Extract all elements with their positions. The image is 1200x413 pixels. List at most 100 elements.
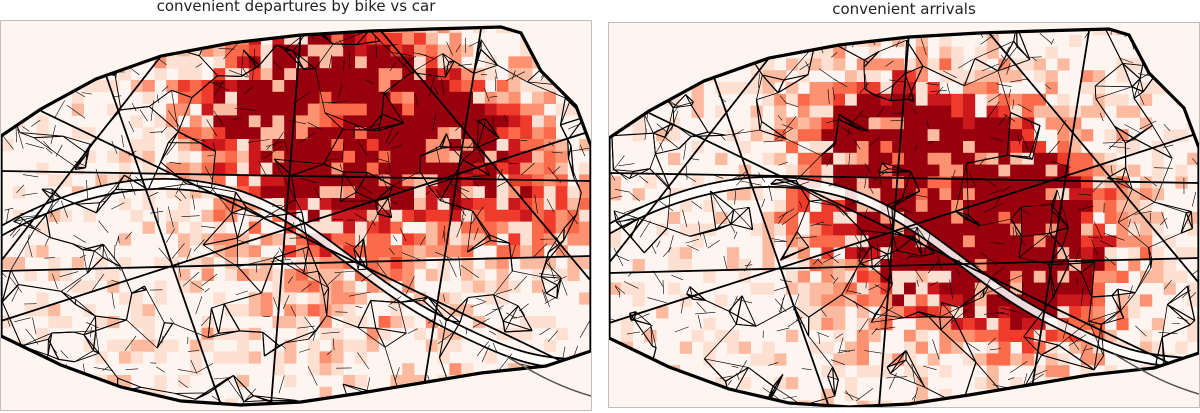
heat-cell bbox=[107, 32, 120, 45]
street bbox=[1102, 142, 1123, 144]
heat-cell bbox=[319, 221, 332, 234]
heat-cell bbox=[880, 58, 893, 71]
heat-cell bbox=[414, 103, 427, 116]
street bbox=[370, 300, 377, 329]
street bbox=[870, 313, 876, 323]
street bbox=[1195, 366, 1199, 382]
heat-cell bbox=[508, 209, 521, 222]
heat-cell bbox=[809, 129, 822, 142]
heat-cell bbox=[821, 318, 834, 331]
heat-cell bbox=[189, 280, 202, 293]
street bbox=[761, 198, 765, 208]
heat-cell bbox=[845, 176, 858, 189]
avenue bbox=[1, 170, 591, 182]
heat-cell bbox=[1022, 247, 1035, 260]
street bbox=[516, 374, 519, 382]
street bbox=[691, 74, 699, 77]
street bbox=[4, 207, 14, 211]
heat-cell bbox=[189, 363, 202, 376]
heat-cell bbox=[189, 80, 202, 93]
heat-cell bbox=[904, 341, 917, 354]
heat-cell bbox=[296, 316, 309, 329]
street bbox=[374, 394, 385, 397]
heat-cell bbox=[856, 318, 869, 331]
street bbox=[741, 295, 757, 327]
street bbox=[1041, 344, 1060, 356]
street bbox=[1132, 32, 1143, 39]
street bbox=[922, 65, 965, 87]
street bbox=[502, 305, 519, 322]
heat-cell bbox=[130, 316, 143, 329]
heat-cell bbox=[986, 223, 999, 236]
heat-cell bbox=[951, 70, 964, 83]
heat-cell bbox=[366, 186, 379, 199]
heat-cell bbox=[248, 91, 261, 104]
heat-cell bbox=[951, 117, 964, 130]
heat-cell bbox=[1010, 93, 1023, 106]
street bbox=[125, 293, 133, 321]
street bbox=[439, 200, 473, 212]
heat-cell bbox=[237, 245, 250, 258]
heat-cell bbox=[331, 68, 344, 81]
heat-cell bbox=[1104, 270, 1117, 283]
heat-cell bbox=[119, 198, 132, 211]
heat-cell bbox=[927, 58, 940, 71]
heat-cell bbox=[307, 351, 320, 364]
heat-cell bbox=[1140, 235, 1153, 248]
street bbox=[539, 273, 561, 277]
heat-cell bbox=[845, 223, 858, 236]
heat-cell bbox=[915, 188, 928, 201]
street bbox=[827, 376, 836, 397]
street bbox=[117, 183, 120, 191]
heat-cell bbox=[473, 186, 486, 199]
heat-cell bbox=[272, 103, 285, 116]
heat-cell bbox=[868, 282, 881, 295]
heat-cell bbox=[201, 91, 214, 104]
street bbox=[171, 243, 185, 259]
heat-cell bbox=[1069, 235, 1082, 248]
heat-cell bbox=[1045, 105, 1058, 118]
heat-cell bbox=[24, 386, 37, 399]
heat-cell bbox=[284, 127, 297, 140]
street bbox=[1114, 126, 1126, 144]
street bbox=[355, 305, 363, 309]
heat-cell bbox=[644, 388, 657, 401]
heat-cell bbox=[1069, 341, 1082, 354]
street bbox=[27, 240, 33, 258]
heat-cell bbox=[461, 398, 474, 405]
street bbox=[422, 296, 429, 301]
street bbox=[1088, 310, 1121, 322]
heat-cell bbox=[532, 91, 545, 104]
street bbox=[73, 243, 95, 252]
heat-cell bbox=[425, 233, 438, 246]
heat-cell bbox=[679, 341, 692, 354]
arrivals-map[interactable] bbox=[608, 22, 1200, 408]
street bbox=[486, 380, 519, 385]
street bbox=[44, 237, 50, 246]
heat-cell bbox=[986, 188, 999, 201]
heat-cell bbox=[892, 176, 905, 189]
heat-cell bbox=[473, 127, 486, 140]
street bbox=[629, 69, 631, 78]
departures-map[interactable] bbox=[0, 20, 592, 411]
heat-cell bbox=[272, 80, 285, 93]
heat-cell bbox=[437, 221, 450, 234]
street bbox=[418, 53, 434, 59]
heat-cell bbox=[378, 103, 391, 116]
street bbox=[719, 375, 733, 379]
street bbox=[673, 107, 678, 114]
street bbox=[125, 231, 133, 240]
heat-cell bbox=[248, 304, 261, 317]
heat-cell bbox=[915, 141, 928, 154]
street bbox=[258, 44, 278, 66]
heat-cell bbox=[201, 127, 214, 140]
heat-cell bbox=[845, 341, 858, 354]
heat-cell bbox=[797, 152, 810, 165]
street bbox=[379, 40, 412, 73]
heat-cell bbox=[880, 117, 893, 130]
street bbox=[323, 163, 344, 173]
heat-cell bbox=[48, 32, 61, 45]
street bbox=[439, 178, 454, 201]
street bbox=[864, 350, 882, 354]
heat-cell bbox=[307, 80, 320, 93]
